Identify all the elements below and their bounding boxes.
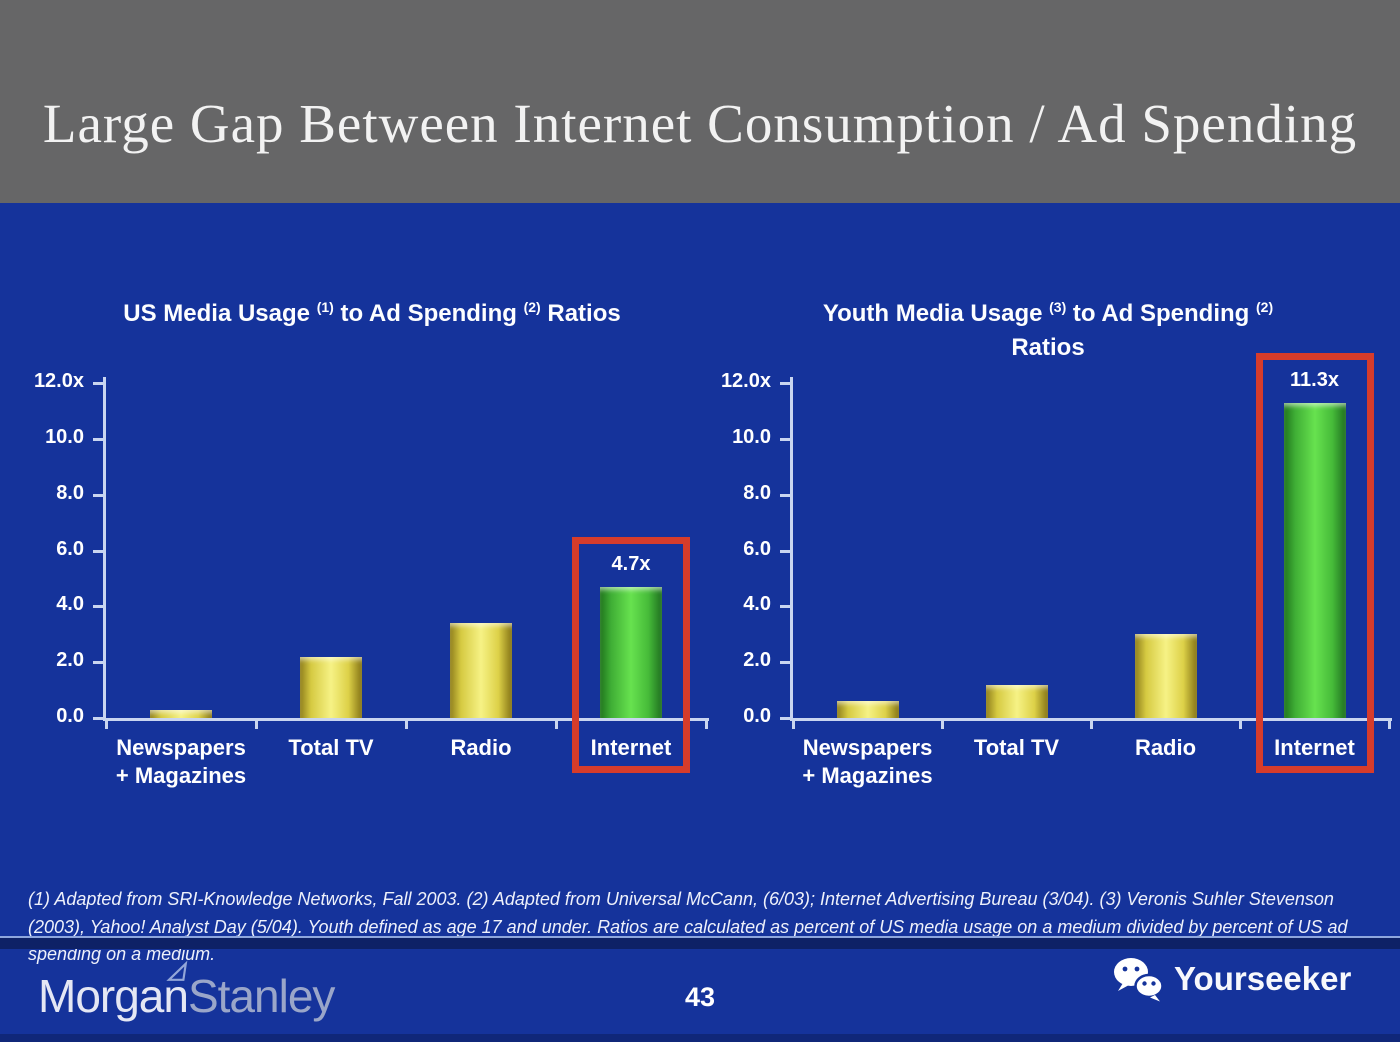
morgan-stanley-logo: MorganStanley bbox=[38, 960, 335, 1022]
slide-title: Large Gap Between Internet Consumption /… bbox=[42, 93, 1358, 154]
y-tick bbox=[93, 549, 106, 553]
y-tick-label: 12.0x bbox=[33, 370, 84, 392]
chart-title-text: Ratios bbox=[1011, 334, 1085, 361]
chart-title-text: Youth Media Usage bbox=[822, 300, 1050, 327]
y-tick bbox=[780, 717, 793, 720]
morgan-stanley-triangle-icon bbox=[166, 960, 188, 981]
page-number: 43 bbox=[684, 982, 716, 1012]
y-tick bbox=[780, 437, 793, 441]
footnote-marker: (1) bbox=[316, 299, 334, 315]
highlight-box bbox=[1255, 352, 1374, 773]
slide-header: Large Gap Between Internet Consumption /… bbox=[0, 0, 1400, 203]
y-tick-label: 0.0 bbox=[743, 705, 771, 727]
highlight-value-label: 4.7x bbox=[611, 552, 651, 575]
wechat-icon bbox=[1114, 958, 1164, 1002]
x-tick bbox=[941, 721, 944, 729]
chart-title: Youth Media Usage (3) to Ad Spending (2)… bbox=[718, 290, 1378, 365]
y-tick-label: 8.0 bbox=[743, 481, 771, 504]
yourseeker-logo: Yourseeker bbox=[1112, 956, 1351, 1002]
y-axis bbox=[103, 377, 106, 721]
brand-stanley: Stanley bbox=[187, 970, 335, 1022]
y-tick bbox=[93, 382, 106, 385]
bar-internet bbox=[1283, 402, 1346, 718]
bottom-edge-shadow bbox=[0, 1034, 1400, 1042]
chart-title-text: Ratios bbox=[540, 300, 621, 327]
x-tick bbox=[792, 721, 795, 729]
y-tick-label: 2.0 bbox=[743, 649, 771, 672]
footer-accent-band bbox=[0, 938, 1400, 949]
footnote-marker: (3) bbox=[1049, 299, 1067, 315]
chart-title-text: to Ad Spending bbox=[1066, 300, 1256, 327]
y-tick-label: 6.0 bbox=[743, 537, 771, 560]
x-axis bbox=[790, 718, 1392, 721]
bar-newspapers bbox=[836, 701, 899, 718]
y-tick bbox=[93, 661, 106, 665]
footnote: (1) Adapted from SRI-Knowledge Networks,… bbox=[28, 889, 1348, 964]
x-tick bbox=[1239, 721, 1242, 729]
y-tick bbox=[780, 661, 793, 665]
footnote-marker: (2) bbox=[1256, 299, 1274, 315]
x-tick bbox=[555, 721, 558, 729]
y-tick bbox=[780, 493, 793, 497]
category-label-newspapers: Newspapers + Magazines bbox=[115, 735, 247, 788]
y-tick-label: 6.0 bbox=[56, 537, 84, 560]
x-tick bbox=[105, 721, 108, 729]
footer-divider-line bbox=[0, 936, 1400, 938]
category-label-radio: Radio bbox=[450, 735, 512, 760]
y-tick-label: 4.0 bbox=[743, 593, 771, 616]
bar-internet bbox=[600, 586, 662, 718]
chart-title-text: to Ad Spending bbox=[333, 300, 524, 327]
x-tick bbox=[1090, 721, 1093, 729]
bar-total-tv bbox=[300, 656, 362, 718]
y-tick bbox=[93, 605, 106, 609]
category-label-internet: Internet bbox=[1274, 735, 1355, 760]
yourseeker-label: Yourseeker bbox=[1174, 960, 1352, 997]
category-label-newspapers: Newspapers + Magazines bbox=[802, 735, 933, 788]
y-axis bbox=[790, 377, 793, 721]
footnote-marker: (2) bbox=[523, 299, 541, 315]
chart-title: US Media Usage (1) to Ad Spending (2) Ra… bbox=[42, 290, 702, 331]
bar-radio bbox=[450, 623, 512, 718]
y-tick-label: 0.0 bbox=[56, 705, 84, 727]
y-tick bbox=[780, 382, 793, 385]
y-tick bbox=[93, 493, 106, 497]
chart-title-text: US Media Usage bbox=[123, 300, 317, 327]
x-tick bbox=[255, 721, 258, 729]
category-label-internet: Internet bbox=[590, 735, 672, 760]
category-label-total-tv: Total TV bbox=[288, 735, 374, 760]
y-tick-label: 4.0 bbox=[56, 593, 84, 616]
category-label-radio: Radio bbox=[1134, 735, 1197, 760]
bar-radio bbox=[1134, 634, 1197, 718]
bar-total-tv bbox=[985, 684, 1048, 718]
highlight-box bbox=[572, 536, 690, 773]
y-tick bbox=[93, 437, 106, 441]
bar-newspapers bbox=[150, 709, 212, 718]
highlight-value-label: 11.3x bbox=[1290, 368, 1339, 391]
x-tick bbox=[705, 721, 708, 729]
y-tick-label: 10.0 bbox=[45, 425, 84, 448]
y-tick bbox=[780, 549, 793, 553]
y-tick bbox=[93, 717, 106, 720]
x-tick bbox=[405, 721, 408, 729]
category-label-total-tv: Total TV bbox=[973, 735, 1060, 760]
y-tick-label: 10.0 bbox=[732, 425, 771, 448]
x-axis bbox=[103, 718, 709, 721]
x-tick bbox=[1388, 721, 1391, 729]
y-tick-label: 2.0 bbox=[56, 649, 84, 672]
y-tick-label: 12.0x bbox=[720, 370, 771, 392]
brand-morgan: Morgan bbox=[38, 970, 189, 1022]
y-tick bbox=[780, 605, 793, 609]
y-tick-label: 8.0 bbox=[56, 481, 84, 504]
